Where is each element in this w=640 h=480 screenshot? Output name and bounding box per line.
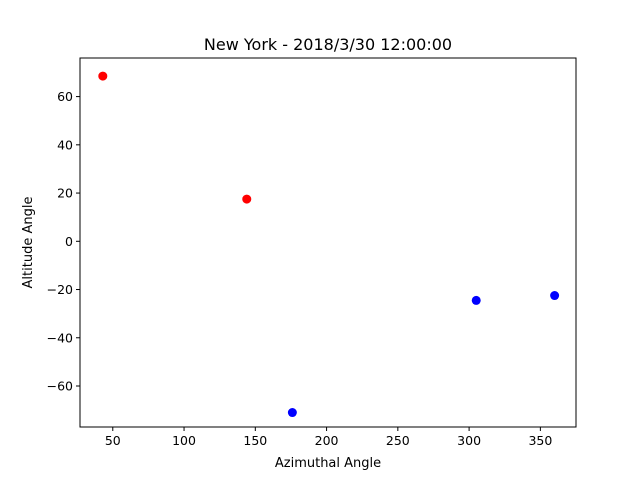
data-point bbox=[287, 408, 297, 418]
y-tick-label: −60 bbox=[47, 379, 73, 394]
data-point bbox=[471, 295, 481, 305]
x-tick-label: 150 bbox=[243, 433, 267, 448]
plot-area bbox=[98, 71, 560, 418]
y-tick-label: −40 bbox=[47, 330, 73, 345]
x-tick-label: 300 bbox=[457, 433, 481, 448]
x-axis-label: Azimuthal Angle bbox=[275, 456, 381, 471]
x-tick-label: 100 bbox=[172, 433, 196, 448]
y-axis-ticks: −60 −40 −20 0 20 40 60 bbox=[47, 89, 80, 394]
y-tick-label: −20 bbox=[47, 282, 73, 297]
x-tick-label: 250 bbox=[386, 433, 410, 448]
plot-frame bbox=[79, 57, 577, 428]
x-tick-label: 200 bbox=[315, 433, 339, 448]
y-tick-label: 0 bbox=[65, 234, 73, 249]
y-tick-label: 60 bbox=[57, 89, 73, 104]
data-point bbox=[242, 194, 252, 204]
data-point bbox=[550, 291, 560, 301]
y-tick-label: 20 bbox=[57, 186, 73, 201]
chart-title: New York - 2018/3/30 12:00:00 bbox=[204, 35, 452, 54]
data-point bbox=[98, 71, 108, 81]
x-tick-label: 50 bbox=[105, 433, 121, 448]
y-tick-label: 40 bbox=[57, 137, 73, 152]
x-axis-ticks: 50 100 150 200 250 300 350 bbox=[105, 427, 552, 448]
x-tick-label: 350 bbox=[528, 433, 552, 448]
y-axis-label: Altitude Angle bbox=[21, 197, 36, 289]
